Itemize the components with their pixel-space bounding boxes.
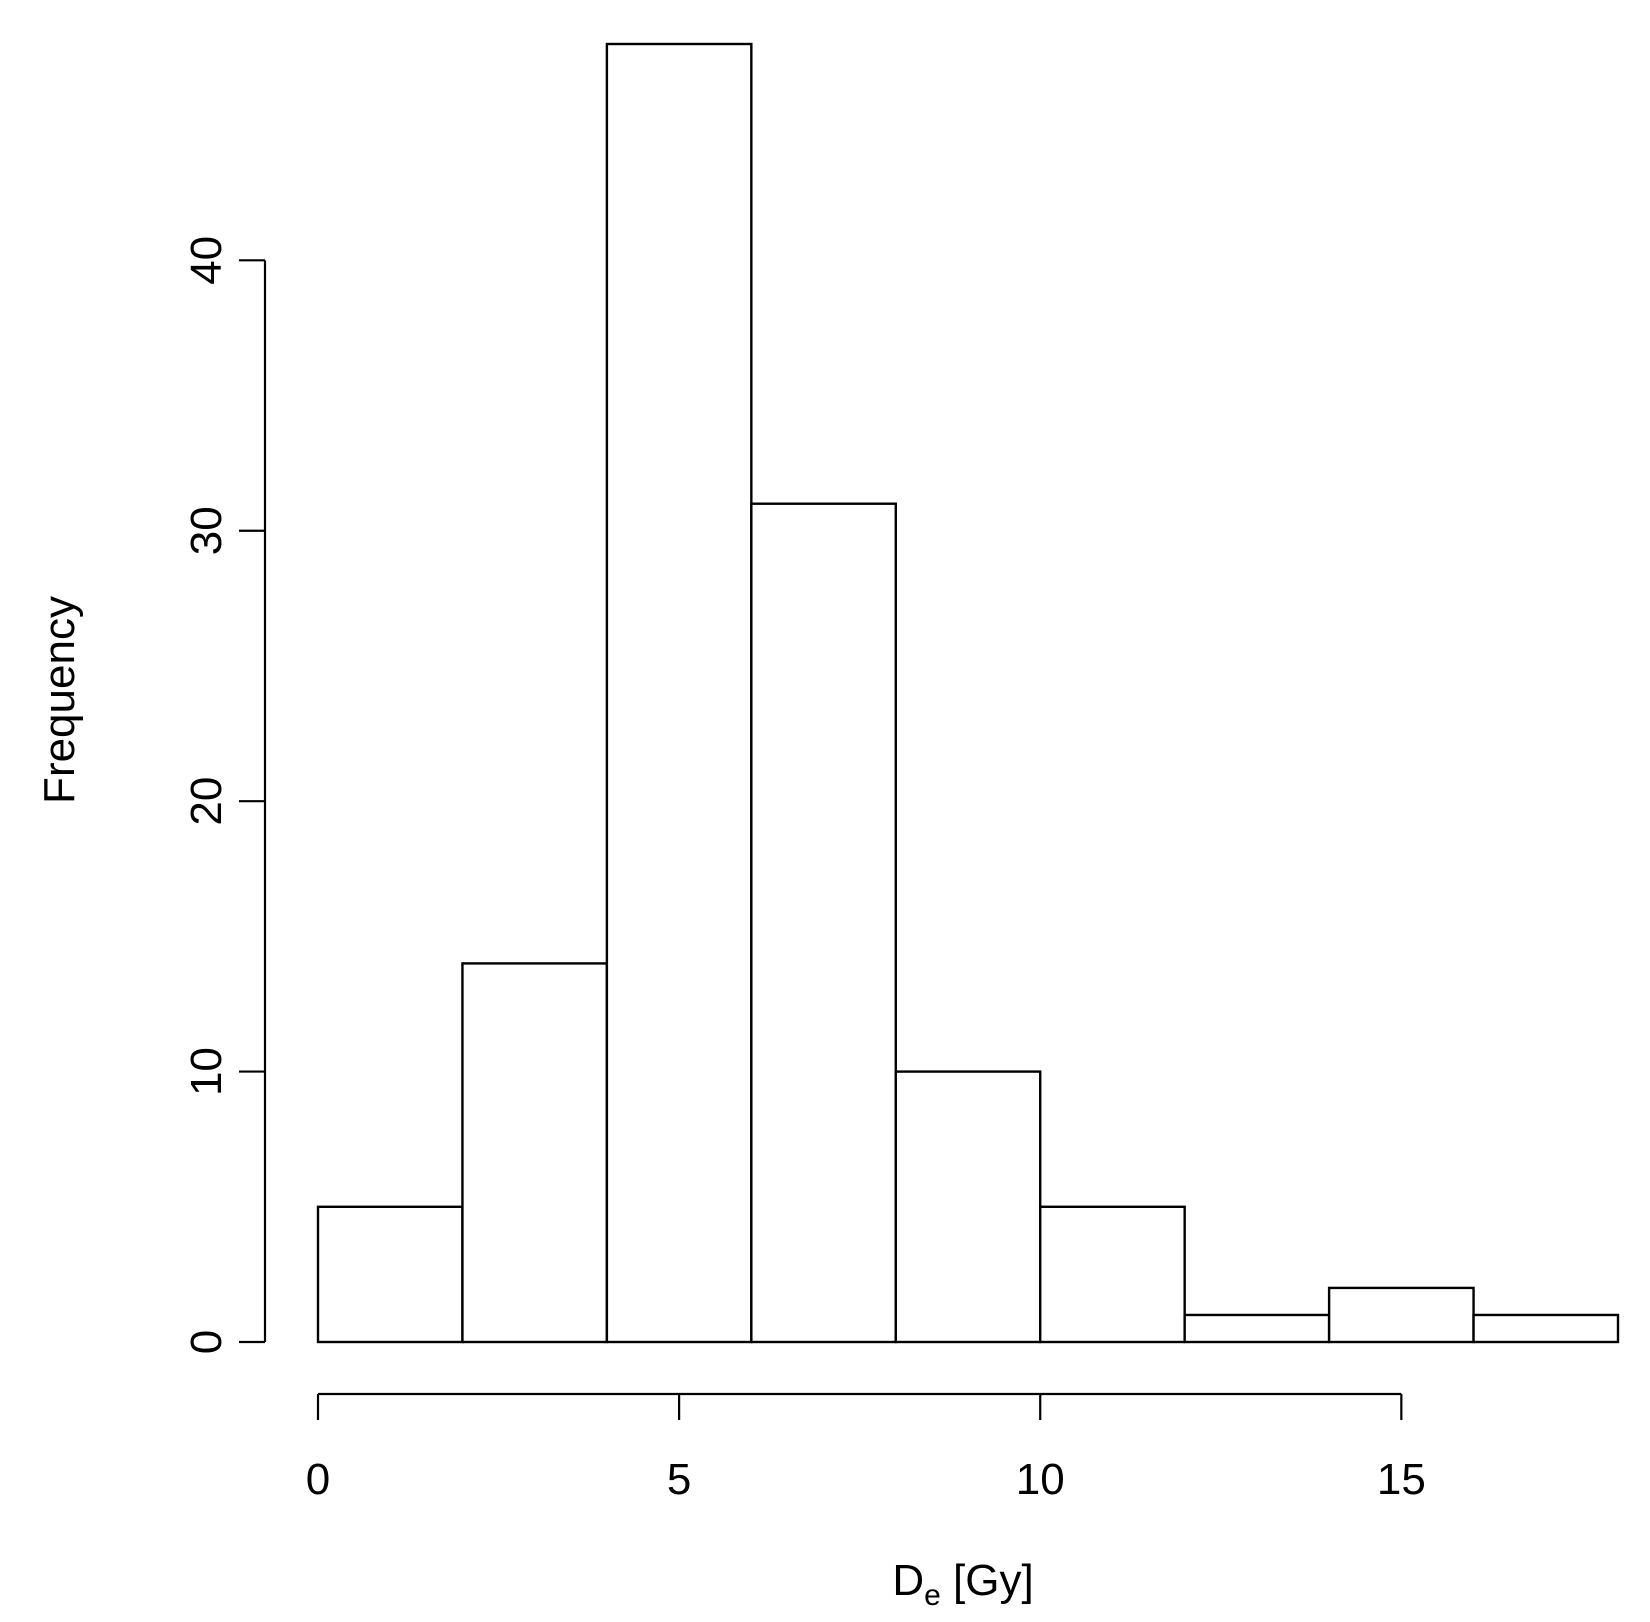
histogram-bar-3	[750, 502, 897, 1344]
y-axis: 0 10 20 30 40	[182, 236, 267, 1354]
x-axis-title-subscript: e	[924, 1579, 941, 1612]
histogram-bar-4	[894, 1070, 1042, 1344]
x-axis-title: De [Gy]	[892, 1556, 1033, 1612]
y-tick-label-1: 10	[182, 1047, 231, 1096]
y-tick-label-4: 40	[182, 236, 231, 285]
histogram-bar-5	[1039, 1205, 1186, 1344]
histogram-bar-7	[1327, 1286, 1475, 1344]
histogram-bar-8	[1472, 1313, 1620, 1344]
y-axis-title: Frequency	[35, 596, 84, 804]
x-axis-title-unit: [Gy]	[941, 1556, 1034, 1605]
x-tick-label-3: 15	[1377, 1455, 1426, 1504]
x-tick-label-2: 10	[1016, 1455, 1065, 1504]
histogram-bars	[316, 42, 1620, 1344]
y-tick-label-2: 20	[182, 777, 231, 826]
y-tick-label-0: 0	[182, 1330, 231, 1354]
histogram-bar-6	[1183, 1313, 1331, 1344]
histogram-bar-2	[605, 42, 753, 1344]
histogram-bar-1	[461, 962, 609, 1344]
x-axis: 0 5 10 15	[306, 1392, 1426, 1504]
x-tick-label-0: 0	[306, 1455, 330, 1504]
y-tick-label-3: 30	[182, 506, 231, 555]
x-axis-title-main: D	[892, 1556, 924, 1605]
x-tick-label-1: 5	[667, 1455, 691, 1504]
histogram-bar-0	[316, 1205, 464, 1344]
